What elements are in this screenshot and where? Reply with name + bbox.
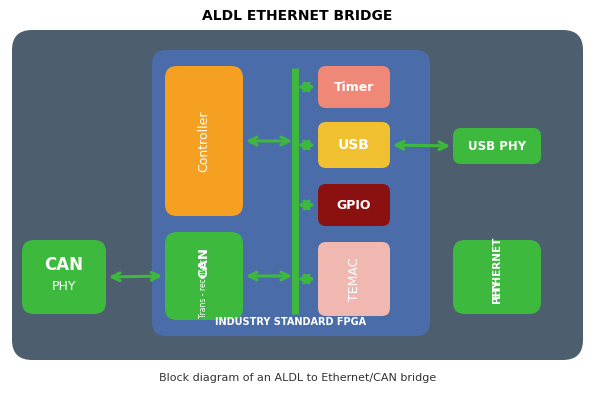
Text: Block diagram of an ALDL to Ethernet/CAN bridge: Block diagram of an ALDL to Ethernet/CAN… bbox=[159, 373, 436, 383]
Text: INDUSTRY STANDARD FPGA: INDUSTRY STANDARD FPGA bbox=[215, 317, 367, 327]
Text: CAN: CAN bbox=[45, 256, 83, 274]
Text: ETHERNET: ETHERNET bbox=[492, 236, 502, 298]
FancyBboxPatch shape bbox=[152, 50, 430, 336]
Text: TEMAC: TEMAC bbox=[347, 257, 361, 301]
FancyBboxPatch shape bbox=[165, 232, 243, 320]
FancyBboxPatch shape bbox=[453, 240, 541, 314]
FancyBboxPatch shape bbox=[453, 128, 541, 164]
Text: PHY: PHY bbox=[492, 279, 502, 303]
FancyBboxPatch shape bbox=[165, 66, 243, 216]
Text: Controller: Controller bbox=[198, 110, 211, 172]
Text: USB PHY: USB PHY bbox=[468, 139, 526, 152]
Text: Trans - receiver: Trans - receiver bbox=[199, 258, 208, 318]
FancyBboxPatch shape bbox=[318, 66, 390, 108]
Text: GPIO: GPIO bbox=[337, 199, 371, 212]
Text: CAN: CAN bbox=[198, 247, 211, 277]
FancyBboxPatch shape bbox=[12, 30, 583, 360]
FancyBboxPatch shape bbox=[318, 184, 390, 226]
FancyBboxPatch shape bbox=[22, 240, 106, 314]
Text: PHY: PHY bbox=[52, 281, 76, 294]
Text: USB: USB bbox=[338, 138, 370, 152]
Text: ALDL ETHERNET BRIDGE: ALDL ETHERNET BRIDGE bbox=[202, 9, 393, 23]
FancyBboxPatch shape bbox=[318, 242, 390, 316]
Text: Timer: Timer bbox=[334, 80, 374, 93]
FancyBboxPatch shape bbox=[318, 122, 390, 168]
